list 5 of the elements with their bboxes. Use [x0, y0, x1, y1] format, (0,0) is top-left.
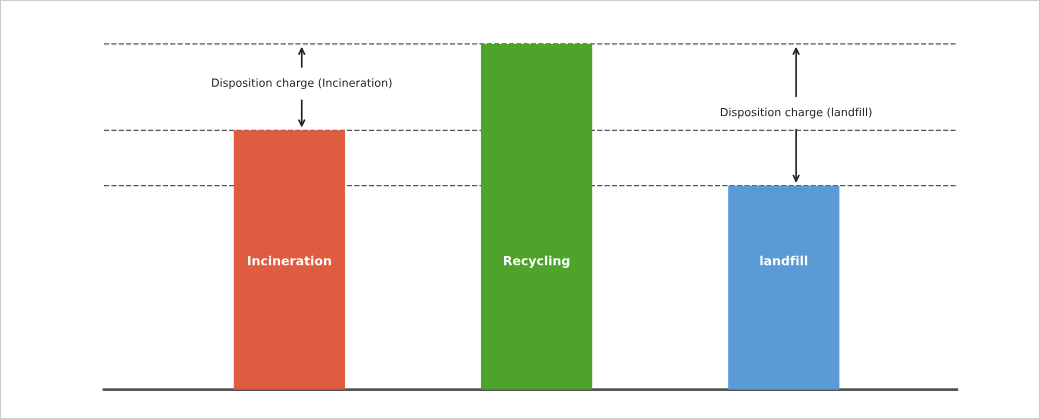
x-tick-label: Recycling	[503, 255, 570, 268]
annotation: Disposition charge (landfill)	[720, 107, 872, 119]
x-tick-label: landfill	[760, 255, 808, 266]
x-tick-label: Incineration	[248, 255, 331, 266]
annotation: Disposition charge (Incineration)	[212, 78, 392, 90]
